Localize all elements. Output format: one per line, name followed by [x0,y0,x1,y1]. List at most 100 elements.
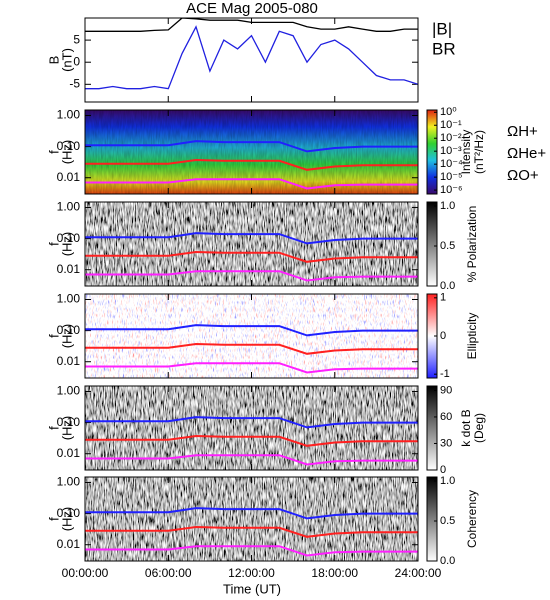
y-tick-label: 0.01 [57,537,81,551]
series-line [85,250,418,263]
chart-title: ACE Mag 2005-080 [186,0,318,17]
y-axis-title: f [46,517,61,521]
y-axis-title: (Hz) [59,324,74,349]
colorbar-tick-label: 90 [440,384,452,396]
y-tick-label: 0.01 [57,354,81,368]
y-tick-label: 0.01 [57,446,81,460]
y-axis-title: B [46,56,61,65]
legend-entry: ΩH+ [507,123,538,140]
x-tick-label: 06:00:00 [145,566,192,580]
series-line [85,140,418,153]
colorbar-tick-label: 1 [440,292,446,304]
y-axis-title: (Hz) [59,232,74,257]
spectrogram-texture [85,110,418,194]
y-tick-label: 1.00 [57,475,81,489]
colorbar-title: Ellipticity [465,313,479,360]
y-axis-title: f [46,334,61,338]
series-line [85,342,418,355]
series-line [85,232,418,245]
legend-entry: |B| [432,19,452,38]
plot-frame [84,385,419,471]
series-line [85,545,418,557]
colorbar-tick-label: 0.5 [440,240,455,252]
series-line [85,324,418,337]
plot-frame [84,17,419,103]
series-line [85,507,418,520]
y-tick-label: 0.01 [57,170,81,184]
colorbar-tick-label: 1.0 [440,200,455,212]
y-tick-label: 5 [73,32,80,46]
legend-entry: ΩHe+ [507,145,546,162]
y-tick-label: 1.00 [57,384,81,398]
series-line [85,270,418,282]
y-tick-label: -5 [69,76,80,90]
colorbar-tick-label: 10⁻⁴ [440,158,463,170]
y-axis-title: f [46,150,61,154]
x-tick-label: 24:00:00 [395,566,442,580]
series-line [85,434,418,447]
series-line [85,416,418,429]
y-tick-label: 0.10 [57,415,81,429]
series-line [85,178,418,190]
y-axis-title: f [46,242,61,246]
x-axis-title: Time (UT) [223,581,281,596]
colorbar-tick-label: 0.5 [440,515,455,527]
colorbar-tick-label: 30 [440,437,452,449]
colorbar-tick-label: 10⁻⁵ [440,171,463,183]
spectrogram [85,202,418,286]
spectrogram [85,386,418,470]
y-axis-title: (nT) [59,48,74,72]
plot-frame [84,201,419,287]
colorbar-tick-label: 0.0 [440,280,455,292]
series-line [85,454,418,466]
colorbar-tick-label: 0 [440,464,446,476]
colorbar-tick-label: 10⁻⁶ [440,184,463,196]
colorbar-tick-label: 10⁻² [440,132,462,144]
colorbar [426,476,438,562]
spectrogram [85,294,418,378]
colorbar-title: (nT²/Hz) [472,130,486,174]
y-tick-label: 1.00 [57,108,81,122]
series-line [85,158,418,171]
plot-frame [84,109,419,195]
plot-frame [84,293,419,379]
spectrogram [85,477,418,561]
colorbar-title: % Polarization [465,206,479,283]
series-line [85,525,418,538]
y-tick-label: 0.10 [57,323,81,337]
y-tick-label: 0.01 [57,262,81,276]
y-tick-label: 0.10 [57,139,81,153]
colorbar-title: Intensity [459,130,473,175]
colorbar [426,385,438,471]
x-tick-label: 00:00:00 [62,566,109,580]
series-line [85,362,418,374]
colorbar-tick-label: 10⁻¹ [440,119,462,131]
colorbar-tick-label: 1.0 [440,475,455,487]
colorbar-tick-label: 10⁰ [440,106,457,118]
legend-entry: BR [432,39,456,58]
series-line [85,25,418,90]
y-tick-label: 0.10 [57,231,81,245]
y-tick-label: 1.00 [57,292,81,306]
y-axis-title: (Hz) [59,140,74,165]
series-line [85,18,418,32]
colorbar-tick-label: 60 [440,411,452,423]
x-tick-label: 18:00:00 [311,566,358,580]
colorbar-title: Coherency [465,490,479,548]
x-tick-label: 12:00:00 [228,566,275,580]
colorbar-title: k dot B [459,409,473,446]
y-tick-label: 0.10 [57,506,81,520]
y-tick-label: 1.00 [57,200,81,214]
colorbar-tick-label: 10⁻³ [440,145,462,157]
colorbar-tick-label: 0.0 [440,555,455,567]
colorbar [426,109,438,195]
y-axis-title: (Hz) [59,416,74,441]
colorbar [426,201,438,287]
colorbar-tick-label: 0 [440,330,446,342]
colorbar-tick-label: -1 [440,368,450,380]
plot-frame [84,476,419,562]
y-axis-title: f [46,426,61,430]
colorbar-title: (Deg) [472,413,486,443]
y-tick-label: 0 [73,54,80,68]
